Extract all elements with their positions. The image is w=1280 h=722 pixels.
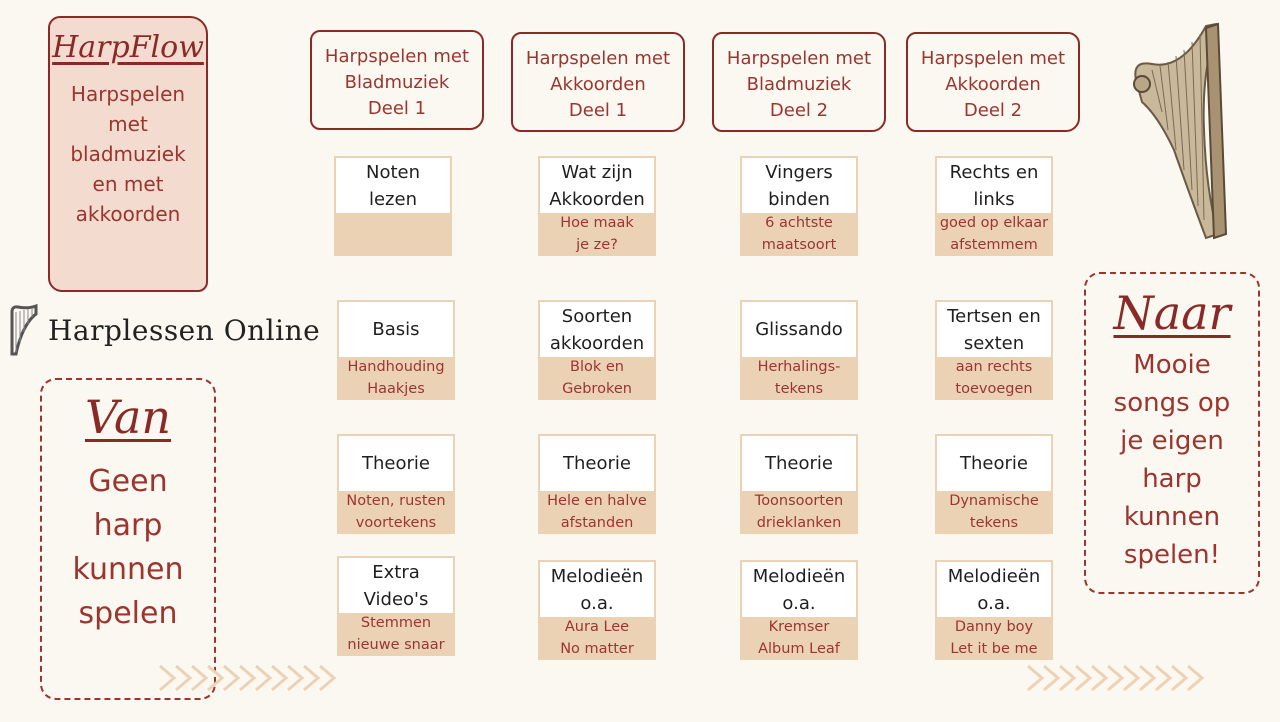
chevron-right-icon xyxy=(268,664,290,692)
lesson-card: Vingers binden 6 achtste maatsoort xyxy=(740,156,858,256)
lesson-card: Melodieën o.a. Danny boy Let it be me xyxy=(935,560,1053,660)
brand-tagline: Harpspelen met bladmuziek en met akkoord… xyxy=(70,82,186,226)
chevron-right-icon xyxy=(284,664,306,692)
chevron-right-icon xyxy=(1168,664,1190,692)
column-header-bladmuziek-2: Harpspelen met Bladmuziek Deel 2 xyxy=(712,32,886,132)
brand-card: HarpFlow Harpspelen met bladmuziek en me… xyxy=(48,16,208,292)
chevron-right-icon xyxy=(316,664,338,692)
lesson-card: Rechts en links goed op elkaar afstemmem xyxy=(935,156,1053,256)
van-box: Van Geen harp kunnen spelen xyxy=(40,378,216,700)
chevron-right-icon xyxy=(1152,664,1174,692)
lesson-card: Extra Video's Stemmen nieuwe snaar xyxy=(337,556,455,656)
chevron-arrows-left xyxy=(156,664,337,692)
lesson-card: Melodieën o.a. Kremser Album Leaf xyxy=(740,560,858,660)
chevron-arrows-right xyxy=(1024,664,1205,692)
chevron-right-icon xyxy=(1120,664,1142,692)
chevron-right-icon xyxy=(252,664,274,692)
chevron-right-icon xyxy=(204,664,226,692)
chevron-right-icon xyxy=(1024,664,1046,692)
lesson-card: Theorie Dynamische tekens xyxy=(935,434,1053,534)
chevron-right-icon xyxy=(1184,664,1206,692)
chevron-right-icon xyxy=(300,664,322,692)
lesson-card: Basis Handhouding Haakjes xyxy=(337,300,455,400)
naar-box: Naar Mooie songs op je eigen harp kunnen… xyxy=(1084,272,1260,594)
naar-description: Mooie songs op je eigen harp kunnen spel… xyxy=(1113,350,1231,570)
lesson-card: Glissando Herhalings- tekens xyxy=(740,300,858,400)
chevron-right-icon xyxy=(220,664,242,692)
lesson-card: Wat zijn Akkoorden Hoe maak je ze? xyxy=(538,156,656,256)
harplessen-online-text: Harplessen Online xyxy=(48,313,321,347)
van-description: Geen harp kunnen spelen xyxy=(72,464,184,631)
column-header-bladmuziek-1: Harpspelen met Bladmuziek Deel 1 xyxy=(310,30,484,130)
lesson-card: Theorie Hele en halve afstanden xyxy=(538,434,656,534)
harp-icon xyxy=(10,303,38,356)
chevron-right-icon xyxy=(1040,664,1062,692)
chevron-right-icon xyxy=(188,664,210,692)
chevron-right-icon xyxy=(1088,664,1110,692)
lesson-card: Theorie Noten, rusten voortekens xyxy=(337,434,455,534)
lesson-card: Noten lezen xyxy=(334,156,452,256)
column-header-akkoorden-1: Harpspelen met Akkoorden Deel 1 xyxy=(511,32,685,132)
chevron-right-icon xyxy=(1072,664,1094,692)
lesson-card: Theorie Toonsoorten drieklanken xyxy=(740,434,858,534)
harplessen-online-logo: Harplessen Online xyxy=(6,300,320,360)
harp-illustration-icon xyxy=(1133,22,1228,240)
chevron-right-icon xyxy=(1056,664,1078,692)
chevron-right-icon xyxy=(1136,664,1158,692)
chevron-right-icon xyxy=(172,664,194,692)
van-title: Van xyxy=(84,390,172,444)
naar-title: Naar xyxy=(1113,286,1231,340)
lesson-card: Soorten akkoorden Blok en Gebroken xyxy=(538,300,656,400)
harpflow-logo: HarpFlow xyxy=(52,30,204,65)
column-header-akkoorden-2: Harpspelen met Akkoorden Deel 2 xyxy=(906,32,1080,132)
chevron-right-icon xyxy=(156,664,178,692)
chevron-right-icon xyxy=(1104,664,1126,692)
lesson-card: Melodieën o.a. Aura Lee No matter xyxy=(538,560,656,660)
lesson-card: Tertsen en sexten aan rechts toevoegen xyxy=(935,300,1053,400)
chevron-right-icon xyxy=(236,664,258,692)
